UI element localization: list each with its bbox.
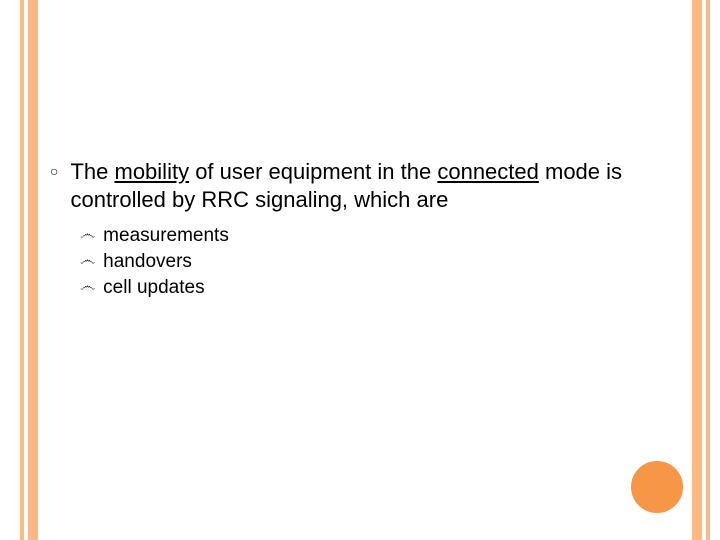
underlined-term: mobility [115, 159, 190, 184]
main-bullet-text: The mobility of user equipment in the co… [70, 158, 660, 214]
sub-bullet-glyph: ෴ [80, 250, 95, 272]
sub-bullet-line: ෴ cell updates [80, 276, 660, 300]
underlined-term: connected [437, 159, 539, 184]
sub-bullet-glyph: ෴ [80, 276, 95, 298]
slide-content: ○ The mobility of user equipment in the … [50, 158, 660, 302]
sub-bullet-line: ෴ measurements [80, 224, 660, 248]
sub-bullet-text: measurements [103, 224, 229, 248]
main-bullet-glyph: ○ [50, 158, 58, 184]
decorative-stripe [20, 0, 24, 540]
sub-bullet-list: ෴ measurements ෴ handovers ෴ cell updates [80, 224, 660, 300]
text-run: The [70, 159, 114, 184]
decorative-stripe [28, 0, 38, 540]
main-bullet-line: ○ The mobility of user equipment in the … [50, 158, 660, 214]
sub-bullet-text: cell updates [103, 276, 204, 300]
sub-bullet-text: handovers [103, 250, 192, 274]
sub-bullet-line: ෴ handovers [80, 250, 660, 274]
decorative-stripe [692, 0, 702, 540]
sub-bullet-glyph: ෴ [80, 224, 95, 246]
decorative-circle [628, 458, 686, 516]
text-run: of user equipment in the [189, 159, 437, 184]
decorative-stripe [706, 0, 710, 540]
